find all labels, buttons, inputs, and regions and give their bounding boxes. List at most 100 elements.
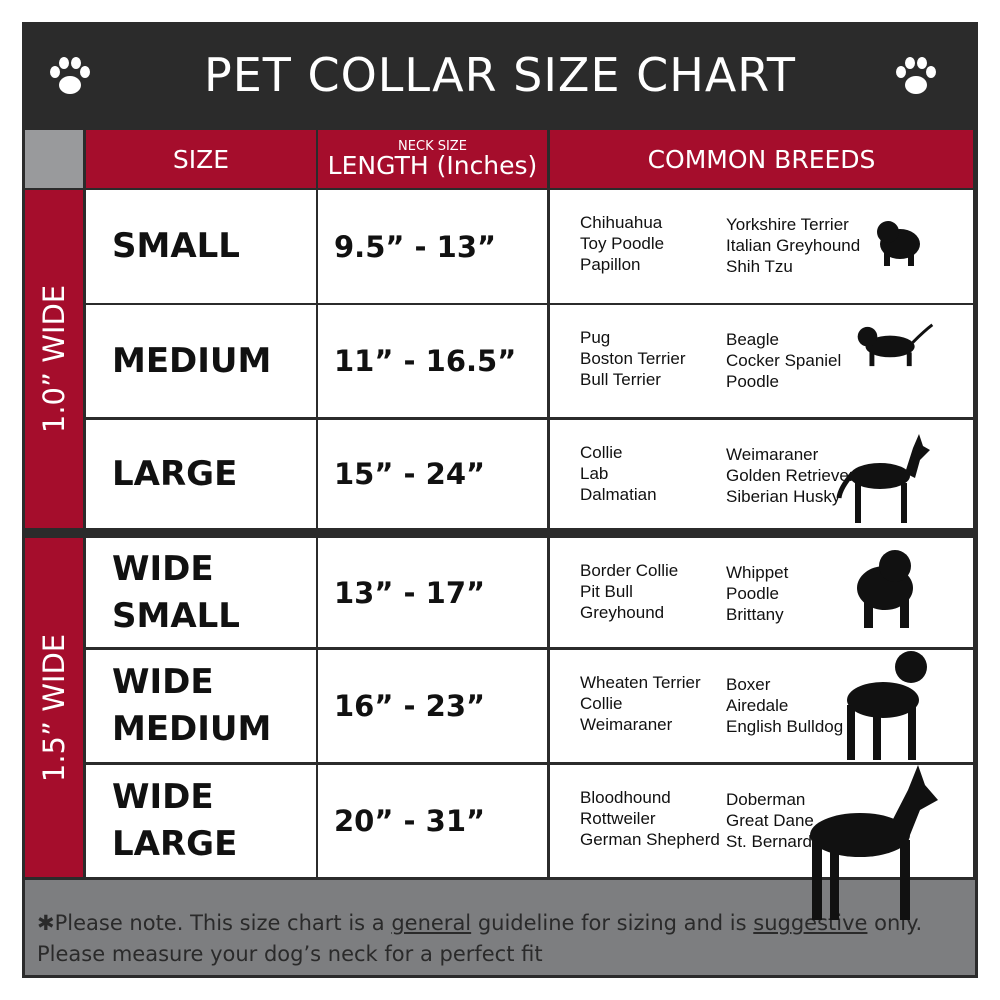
breed: Golden Retriever: [726, 466, 855, 485]
length-cell: 9.5” - 13”: [318, 190, 547, 303]
breed: Wheaten Terrier: [580, 673, 701, 692]
breed: Bloodhound: [580, 788, 671, 807]
breed: Border Collie: [580, 561, 679, 580]
footer-text: guideline for sizing and is: [471, 911, 754, 935]
length-value: 15” - 24”: [334, 457, 486, 491]
breed-list: Wheaten Terrier Collie Weimaraner: [580, 672, 701, 735]
size-chart: PET COLLAR SIZE CHART SIZE NECK SIZE LENG…: [22, 22, 978, 978]
footer-text: ✱Please note. This size chart is a: [37, 911, 392, 935]
size-name: SMALL: [112, 595, 240, 636]
length-value: 11” - 16.5”: [334, 344, 517, 378]
breed-list: Boxer Airedale English Bulldog: [726, 674, 843, 737]
group-1-0-wide: 1.0” WIDE: [25, 190, 83, 528]
breed: Collie: [580, 443, 623, 462]
breed: Great Dane: [726, 811, 814, 830]
breed: Papillon: [580, 255, 641, 274]
footer-underlined: suggestive: [753, 911, 868, 935]
header-size-label: SIZE: [172, 144, 230, 174]
breed: Toy Poodle: [580, 234, 665, 253]
header-length: NECK SIZE LENGTH (Inches): [318, 130, 547, 188]
large-dog-icon: [836, 434, 930, 523]
breed: Lab: [580, 464, 609, 483]
bulldog-icon: [857, 550, 913, 628]
size-cell: SMALL: [86, 190, 316, 303]
breed-list: Doberman Great Dane St. Bernard: [726, 789, 814, 852]
footer-text: only.: [867, 911, 923, 935]
size-cell: WIDE SMALL: [86, 538, 316, 647]
length-cell: 15” - 24”: [318, 420, 547, 528]
breed: Bull Terrier: [580, 370, 661, 389]
breed-list: Collie Lab Dalmatian: [580, 442, 657, 505]
breed: Poodle: [726, 372, 779, 391]
footer-line-1: ✱Please note. This size chart is a gener…: [37, 908, 975, 939]
chart-title: PET COLLAR SIZE CHART: [203, 48, 797, 102]
footer-underlined: general: [391, 911, 472, 935]
breed: Weimaraner: [580, 715, 673, 734]
header-corner: [25, 130, 83, 188]
breed: Greyhound: [580, 603, 665, 622]
breed: Beagle: [726, 330, 779, 349]
size-name: SMALL: [112, 226, 240, 266]
breed: Pit Bull: [580, 582, 633, 601]
breed: Collie: [580, 694, 623, 713]
breed-list: Yorkshire Terrier Italian Greyhound Shih T…: [726, 214, 860, 277]
length-cell: 11” - 16.5”: [318, 305, 547, 417]
breed: Pug: [580, 328, 611, 347]
breed: Shih Tzu: [726, 257, 793, 276]
length-value: 20” - 31”: [334, 804, 486, 838]
length-cell: 13” - 17”: [318, 538, 547, 647]
header-length-label: LENGTH (Inches): [327, 150, 538, 180]
breed: Cocker Spaniel: [726, 351, 842, 370]
breed: Rottweiler: [580, 809, 656, 828]
size-cell: LARGE: [86, 420, 316, 528]
paw-print-icon: [896, 57, 936, 94]
header-length-sublabel: NECK SIZE: [398, 138, 467, 154]
breed-list: Whippet Poodle Brittany: [726, 562, 788, 625]
size-name: MEDIUM: [112, 709, 272, 749]
breed: Chihuahua: [580, 213, 663, 232]
pitbull-icon: [847, 651, 927, 760]
length-cell: 16” - 23”: [318, 650, 547, 762]
footer-line-2: Please measure your dog’s neck for a per…: [37, 942, 543, 966]
size-cell: MEDIUM: [86, 305, 316, 417]
group-label: 1.5” WIDE: [37, 633, 71, 782]
breed: Brittany: [726, 605, 784, 624]
size-name: WIDE: [112, 777, 214, 817]
header-breeds-label: COMMON BREEDS: [647, 144, 876, 174]
size-name: WIDE: [112, 662, 214, 702]
breed: Siberian Husky: [726, 487, 841, 506]
breed: English Bulldog: [726, 717, 844, 736]
size-name: LARGE: [112, 824, 238, 864]
small-dog-icon: [877, 221, 920, 266]
breed: Airedale: [726, 696, 789, 715]
breed: Dalmatian: [580, 485, 657, 504]
breed: Whippet: [726, 563, 789, 582]
size-cell: WIDE LARGE: [86, 765, 316, 877]
breed: St. Bernard: [726, 832, 812, 851]
length-value: 9.5” - 13”: [334, 229, 497, 264]
header-breeds: COMMON BREEDS: [550, 130, 973, 188]
breed: Weimaraner: [726, 445, 819, 464]
breed-list: Weimaraner Golden Retriever Siberian Husky: [726, 444, 855, 507]
length-cell: 20” - 31”: [318, 765, 547, 877]
size-name: LARGE: [112, 453, 238, 494]
breed: Poodle: [726, 584, 779, 603]
size-name: MEDIUM: [112, 340, 272, 381]
group-1-5-wide: 1.5” WIDE: [25, 538, 83, 877]
breed-list: Pug Boston Terrier Bull Terrier: [580, 327, 686, 390]
doberman-icon: [810, 765, 938, 920]
breed-list: Beagle Cocker Spaniel Poodle: [726, 329, 841, 392]
breed: German Shepherd: [580, 830, 720, 849]
breeds-cell: Pug Boston Terrier Bull Terrier Beagle Cock…: [550, 305, 973, 417]
length-value: 16” - 23”: [334, 689, 486, 723]
breed: Boxer: [726, 675, 771, 694]
medium-dog-icon: [857, 323, 934, 367]
group-label: 1.0” WIDE: [37, 284, 71, 434]
breeds-cell: Bloodhound Rottweiler German Shepherd Dobe…: [550, 765, 973, 877]
breed: Yorkshire Terrier: [726, 215, 849, 234]
size-name: WIDE: [112, 548, 214, 589]
breed: Boston Terrier: [580, 349, 686, 368]
size-cell: WIDE MEDIUM: [86, 650, 316, 762]
breed-list: Bloodhound Rottweiler German Shepherd: [580, 787, 720, 850]
paw-print-icon: [50, 57, 90, 94]
